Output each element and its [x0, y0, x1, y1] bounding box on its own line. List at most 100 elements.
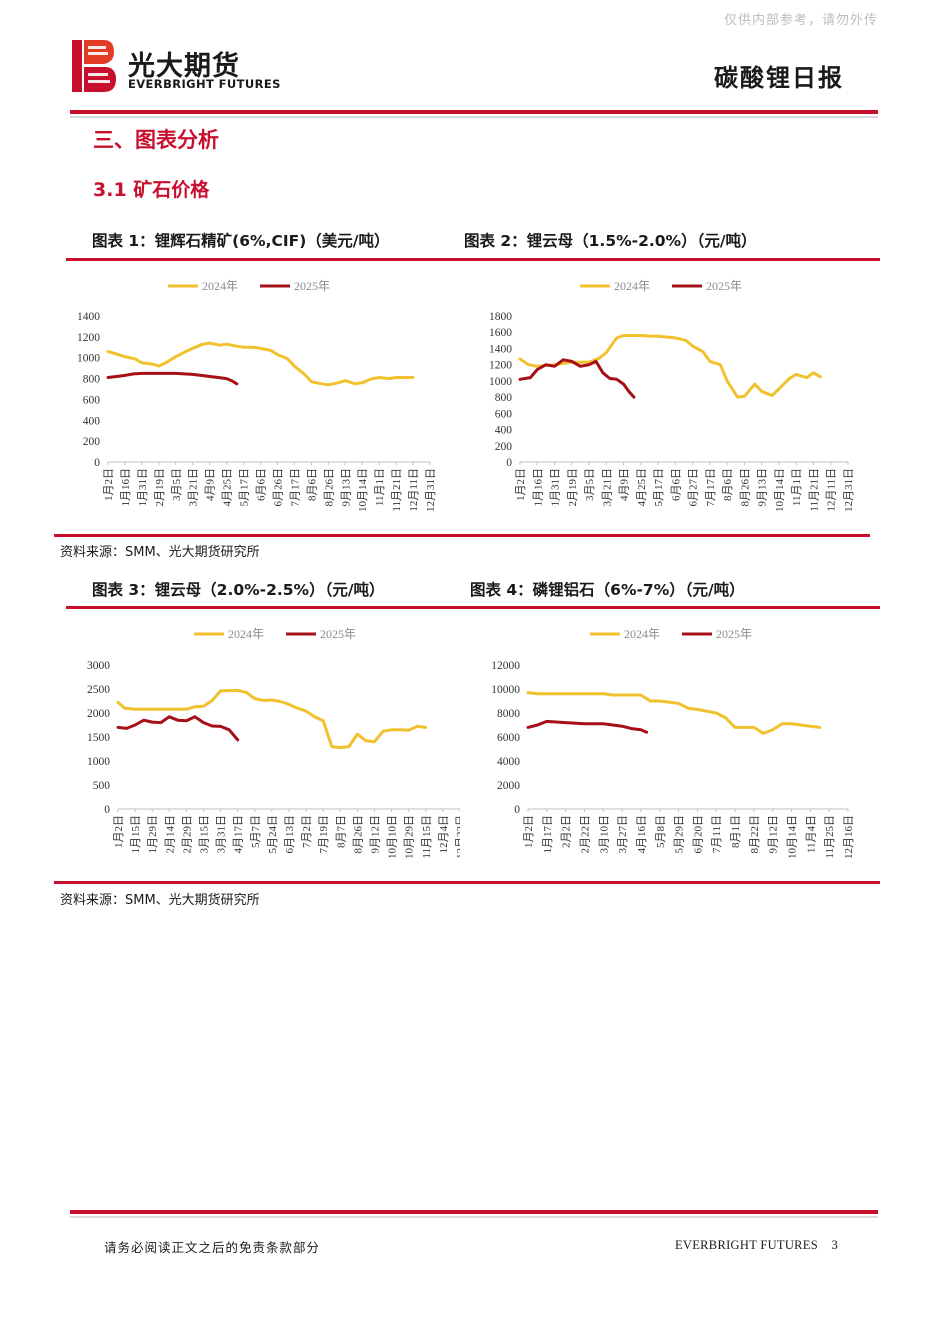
x-tick-label: 5月17日 [239, 468, 251, 507]
section-title: 三、图表分析 [93, 128, 219, 152]
x-tick-label: 1月2日 [113, 815, 125, 848]
x-tick-label: 7月17日 [289, 468, 301, 507]
x-tick-label: 11月4日 [805, 815, 817, 853]
series-line-2025 [106, 371, 239, 386]
logo-chinese-name: 光大期货 [128, 51, 240, 82]
x-tick-label: 11月21日 [808, 468, 820, 512]
series-line-2025 [526, 719, 649, 734]
y-tick-label: 800 [495, 392, 513, 404]
x-tick-label: 1月31日 [550, 468, 562, 507]
y-tick-label: 1000 [87, 756, 110, 768]
x-tick-label: 9月13日 [340, 468, 352, 507]
legend-label-2024: 2024年 [228, 627, 264, 641]
x-tick-label: 4月25日 [222, 468, 234, 507]
x-tick-label: 1月17日 [542, 815, 554, 854]
y-tick-label: 1600 [489, 327, 512, 339]
x-tick-label: 12月16日 [843, 815, 855, 859]
x-tick-label: 4月17日 [233, 815, 245, 854]
report-title: 碳酸锂日报 [714, 64, 844, 92]
x-tick-label: 6月27日 [688, 468, 700, 507]
legend-label-2024: 2024年 [202, 279, 238, 293]
legend-label-2024: 2024年 [624, 627, 660, 641]
x-tick-label: 2月29日 [181, 815, 193, 854]
x-tick-label: 3月5日 [171, 468, 183, 501]
y-tick-label: 200 [495, 441, 513, 453]
x-tick-label: 8月26日 [323, 468, 335, 507]
series-line-2025 [116, 715, 240, 742]
y-tick-label: 4000 [497, 756, 520, 768]
logo-english-name: EVERBRIGHT FUTURES [128, 77, 281, 91]
x-tick-label: 8月1日 [730, 815, 742, 848]
y-tick-label: 400 [495, 425, 513, 437]
x-tick-label: 5月24日 [267, 815, 279, 854]
series-line-2024 [518, 334, 822, 399]
x-tick-label: 11月15日 [421, 815, 433, 859]
x-tick-label: 10月10日 [387, 815, 399, 859]
x-tick-label: 1月15日 [130, 815, 142, 854]
y-tick-label: 1400 [77, 311, 100, 323]
series-line-2025 [518, 358, 636, 399]
figure-rule-bottom-2 [54, 881, 880, 884]
x-tick-label: 1月31日 [137, 468, 149, 507]
series-line-2024 [106, 341, 415, 387]
x-tick-label: 8月26日 [352, 815, 364, 854]
footer-brand: EVERBRIGHT FUTURES 3 [675, 1238, 838, 1253]
company-logo [70, 40, 118, 92]
x-tick-label: 12月11日 [826, 468, 838, 512]
x-tick-label: 1月2日 [103, 468, 115, 501]
y-tick-label: 600 [83, 394, 101, 406]
x-tick-label: 2月2日 [561, 815, 573, 848]
x-tick-label: 12月31日 [425, 468, 437, 512]
header-rule-red [70, 110, 878, 114]
x-tick-label: 8月7日 [335, 815, 347, 848]
y-tick-label: 1500 [87, 732, 110, 744]
y-tick-label: 2000 [497, 780, 520, 792]
x-tick-label: 8月22日 [749, 815, 761, 854]
chart-lepidolite-1-5-price: 2024年 2025年 0 200 400 600 800 1000 1200 1400 1600 1… [489, 279, 855, 512]
x-tick-label: 1月29日 [147, 815, 159, 854]
x-tick-label: 11月1日 [791, 468, 803, 506]
x-tick-label: 4月9日 [619, 468, 631, 501]
x-tick-label: 9月12日 [768, 815, 780, 854]
y-tick-label: 2500 [87, 684, 110, 696]
y-tick-label: 0 [94, 457, 100, 469]
y-tick-label: 500 [93, 780, 111, 792]
x-tick-label: 5月17日 [653, 468, 665, 507]
x-tick-label: 5月8日 [655, 815, 667, 848]
y-tick-label: 2000 [87, 708, 110, 720]
chart-lepidolite-2-0-price: 2024年 2025年 0 500 1000 1500 2000 2500 3000 1月2日 1月… [87, 627, 460, 859]
x-tick-label: 12月23日 [455, 815, 460, 859]
chart-2-title: 图表 2：锂云母（1.5%-2.0%）（元/吨） [464, 232, 757, 250]
y-tick-label: 1000 [489, 376, 512, 388]
chart-3-title: 图表 3：锂云母（2.0%-2.5%）（元/吨） [92, 581, 385, 599]
footer-rule-gray [70, 1216, 878, 1218]
chart-1-title: 图表 1：锂辉石精矿(6%,CIF)（美元/吨） [92, 232, 390, 250]
x-tick-label: 4月9日 [205, 468, 217, 501]
page-number: 3 [831, 1238, 838, 1252]
source-note-2: 资料来源：SMM、光大期货研究所 [60, 893, 260, 908]
x-tick-label: 6月6日 [670, 468, 682, 501]
x-tick-label: 12月11日 [408, 468, 420, 512]
footer-rule-red [70, 1210, 878, 1214]
y-tick-label: 10000 [491, 684, 520, 696]
x-tick-label: 3月5日 [584, 468, 596, 501]
series-line-2024 [116, 688, 428, 750]
x-tick-label: 4月25日 [636, 468, 648, 507]
x-tick-label: 5月29日 [674, 815, 686, 854]
x-tick-label: 6月6日 [256, 468, 268, 501]
y-tick-label: 800 [83, 374, 101, 386]
x-tick-label: 11月25日 [824, 815, 836, 859]
legend-label-2025: 2025年 [320, 627, 356, 641]
y-tick-label: 1000 [77, 353, 100, 365]
chart-4-title: 图表 4：磷锂铝石（6%-7%）（元/吨） [470, 581, 745, 599]
x-tick-label: 6月20日 [692, 815, 704, 854]
footer-brand-name: EVERBRIGHT FUTURES [674, 1238, 818, 1252]
x-tick-label: 3月10日 [598, 815, 610, 854]
x-tick-label: 6月13日 [284, 815, 296, 854]
x-tick-label: 9月12日 [370, 815, 382, 854]
x-tick-label: 10月14日 [787, 815, 799, 859]
source-note-1: 资料来源：SMM、光大期货研究所 [60, 545, 260, 560]
logo-mark-icon [72, 40, 116, 92]
x-tick-label: 10月14日 [357, 468, 369, 512]
x-tick-label: 6月26日 [272, 468, 284, 507]
